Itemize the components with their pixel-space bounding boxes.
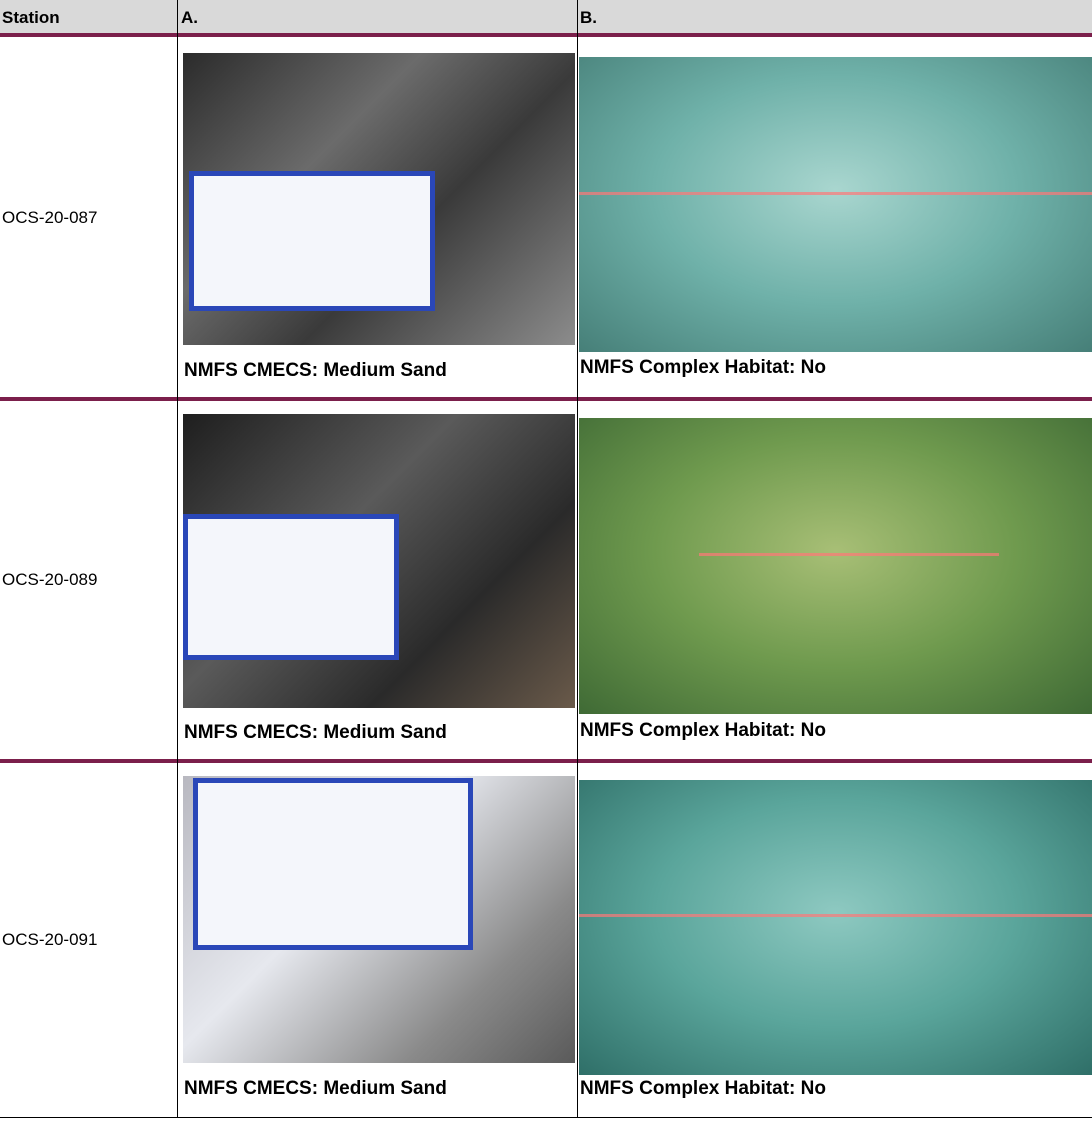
sample-board: [189, 171, 435, 311]
column-line: [177, 0, 178, 1118]
header-cell: Station: [2, 8, 60, 27]
row-rule: [0, 397, 1092, 401]
station-id: OCS-20-089: [2, 570, 98, 589]
photo: [183, 776, 575, 1063]
row-rule: [0, 33, 1092, 37]
column-line: [577, 0, 578, 1118]
caption: NMFS CMECS: Medium Sand: [184, 360, 447, 381]
laser-line: [579, 192, 1092, 195]
photo: [579, 418, 1092, 714]
caption: NMFS CMECS: Medium Sand: [184, 1078, 447, 1099]
sample-board: [183, 514, 399, 660]
header-row: [0, 0, 1092, 33]
caption: NMFS Complex Habitat: No: [580, 357, 826, 378]
sample-board: [193, 778, 473, 950]
laser-line: [699, 553, 999, 556]
laser-line: [579, 914, 1092, 917]
header-cell: B.: [580, 8, 597, 27]
caption: NMFS Complex Habitat: No: [580, 1078, 826, 1099]
station-id: OCS-20-091: [2, 930, 98, 949]
caption: NMFS CMECS: Medium Sand: [184, 722, 447, 743]
photo: [183, 414, 575, 708]
caption: NMFS Complex Habitat: No: [580, 720, 826, 741]
station-id: OCS-20-087: [2, 208, 98, 227]
photo: [579, 780, 1092, 1075]
photo: [183, 53, 575, 345]
row-rule: [0, 1117, 1092, 1118]
header-cell: A.: [181, 8, 198, 27]
photo: [579, 57, 1092, 352]
row-rule: [0, 759, 1092, 763]
